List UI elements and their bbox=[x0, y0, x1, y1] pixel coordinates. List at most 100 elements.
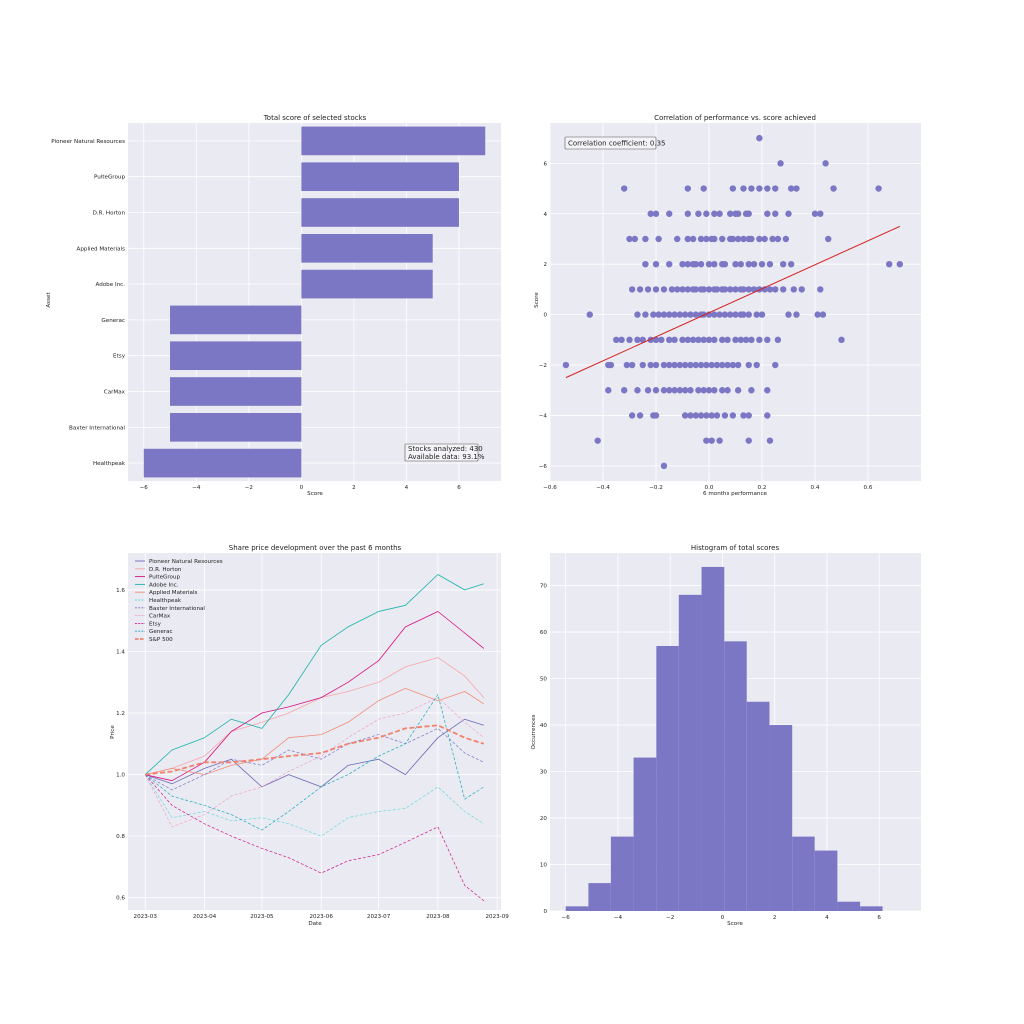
scatter-point bbox=[639, 336, 646, 344]
legend-label: Baxter International bbox=[149, 606, 205, 612]
scatter-point bbox=[716, 210, 723, 217]
histogram-bar bbox=[814, 850, 838, 911]
scatter-point bbox=[785, 311, 792, 318]
scatter-point bbox=[692, 361, 699, 369]
scatter-point bbox=[793, 311, 800, 318]
scatter-point bbox=[798, 286, 805, 293]
scatter-point bbox=[764, 336, 771, 344]
scatter-point bbox=[734, 210, 742, 217]
scatter-point bbox=[764, 210, 771, 217]
line-chart-ytick-label: 1.2 bbox=[116, 711, 125, 717]
histogram-xlabel: Score bbox=[727, 921, 743, 927]
bar-chart-xtick-label: 0 bbox=[300, 485, 304, 491]
scatter-point bbox=[642, 235, 649, 243]
scatter-point bbox=[636, 286, 644, 293]
scatter-point bbox=[644, 286, 652, 293]
histogram-bar bbox=[565, 906, 589, 911]
legend-label: CarMax bbox=[149, 614, 171, 620]
line-chart-xtick-label: 2023-09 bbox=[485, 914, 509, 920]
scatter-point bbox=[655, 235, 662, 243]
scatter-point bbox=[666, 361, 673, 369]
scatter-point bbox=[724, 387, 731, 394]
scatter-point bbox=[679, 336, 686, 344]
scatter-point bbox=[647, 210, 654, 217]
bar-chart-plot-area: −6 −4 −2 0 2 4 6 Pioneer Natural Resources Pulte… bbox=[51, 123, 501, 491]
scatter-chart-panel: Correlation of performance vs. score ach… bbox=[534, 114, 921, 497]
scatter-chart-plot-area: −0.6 −0.4 −0.2 0.0 0.2 0.4 0.6 −6 −4 −2 0 2 4 6 bbox=[539, 123, 921, 491]
scatter-point bbox=[711, 210, 718, 217]
scatter-point bbox=[734, 361, 742, 369]
scatter-point bbox=[727, 286, 734, 293]
scatter-point bbox=[766, 437, 774, 444]
histogram-bar bbox=[724, 641, 747, 911]
scatter-point bbox=[830, 185, 837, 192]
histogram-ytick-label: 70 bbox=[540, 584, 548, 590]
line-series bbox=[144, 574, 484, 775]
bar-chart-xtick-label: −2 bbox=[245, 485, 253, 491]
scatter-point bbox=[742, 336, 750, 344]
scatter-point bbox=[695, 336, 702, 344]
bar-chart-category-label: Applied Materials bbox=[77, 246, 126, 252]
scatter-point bbox=[676, 387, 684, 394]
scatter-point bbox=[774, 235, 782, 243]
scatter-point bbox=[618, 336, 625, 344]
scatter-point bbox=[756, 336, 763, 344]
scatter-point bbox=[790, 286, 797, 293]
histogram-xtick-label: −4 bbox=[614, 915, 623, 921]
scatter-point bbox=[668, 286, 676, 293]
scatter-point bbox=[727, 311, 734, 318]
scatter-point bbox=[674, 235, 681, 243]
scatter-chart-xtick-label: −0.2 bbox=[649, 485, 663, 491]
line-chart-plot-area: 2023-03 2023-04 2023-05 2023-06 2023-07 2023-… bbox=[116, 553, 509, 920]
scatter-point bbox=[681, 361, 689, 369]
scatter-point bbox=[689, 235, 697, 243]
scatter-point bbox=[607, 361, 615, 369]
scatter-point bbox=[703, 437, 710, 444]
scatter-point bbox=[774, 336, 782, 344]
scatter-point bbox=[750, 260, 758, 268]
histogram-bar bbox=[792, 836, 815, 911]
bar-chart-annotation-box bbox=[404, 443, 479, 462]
scatter-point bbox=[777, 160, 784, 167]
scatter-chart-ytick-label: 6 bbox=[543, 161, 547, 167]
scatter-point bbox=[719, 361, 726, 369]
scatter-chart-annotation-text: Correlation coefficient: 0.35 bbox=[568, 140, 665, 148]
scatter-point bbox=[787, 260, 795, 268]
bar-chart-panel: Total score of selected stocks Score Ass… bbox=[46, 114, 501, 497]
scatter-chart-ytick-label: −2 bbox=[539, 363, 547, 369]
scatter-point bbox=[666, 210, 673, 217]
histogram-title: Histogram of total scores bbox=[691, 544, 780, 552]
scatter-point bbox=[634, 387, 641, 394]
scatter-point bbox=[772, 361, 779, 369]
scatter-point bbox=[740, 185, 747, 192]
scatter-point bbox=[705, 387, 713, 394]
legend-label: S&P 500 bbox=[149, 637, 173, 643]
histogram-xtick-label: 6 bbox=[877, 915, 881, 921]
scatter-chart-ytick-label: 4 bbox=[543, 212, 547, 218]
scatter-point bbox=[817, 210, 824, 217]
scatter-point bbox=[671, 336, 678, 344]
scatter-point bbox=[634, 311, 641, 318]
scatter-point bbox=[697, 412, 705, 419]
scatter-point bbox=[822, 160, 829, 167]
scatter-point bbox=[586, 311, 593, 318]
line-chart-ytick-label: 1.4 bbox=[116, 649, 125, 655]
scatter-point bbox=[660, 387, 668, 394]
scatter-point bbox=[734, 387, 742, 394]
scatter-point bbox=[700, 387, 707, 394]
scatter-point bbox=[740, 235, 747, 243]
bar bbox=[170, 412, 302, 442]
bar-chart-category-label: CarMax bbox=[104, 390, 126, 396]
scatter-point bbox=[745, 260, 752, 268]
histogram-ytick-label: 0 bbox=[543, 909, 547, 915]
legend-label: Healthpeak bbox=[149, 598, 182, 604]
scatter-point bbox=[705, 286, 713, 293]
scatter-point bbox=[716, 437, 723, 444]
histogram-ytick-label: 30 bbox=[540, 770, 548, 776]
bar-chart-xtick-label: −4 bbox=[192, 485, 201, 491]
scatter-point bbox=[732, 336, 739, 344]
histogram-bar bbox=[769, 725, 793, 911]
scatter-point bbox=[748, 235, 755, 243]
scatter-point bbox=[756, 235, 763, 243]
bar bbox=[301, 162, 459, 192]
